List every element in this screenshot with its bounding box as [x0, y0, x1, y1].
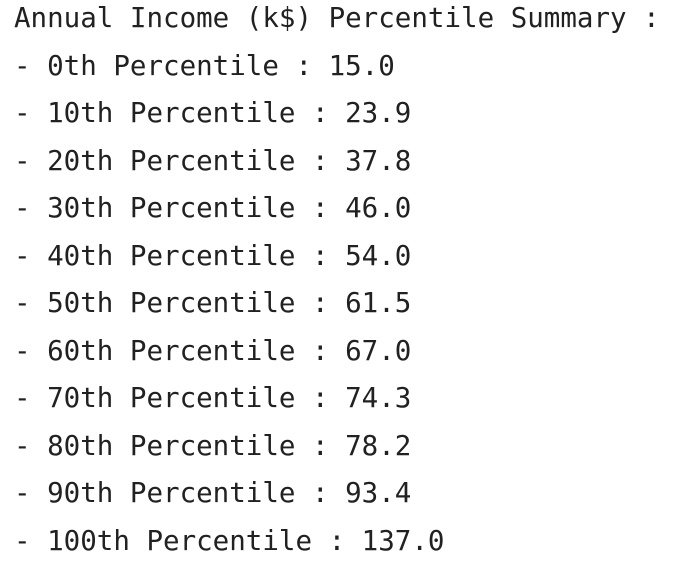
percentile-line: - 30th Percentile : 46.0 [14, 192, 412, 224]
percentile-line: - 90th Percentile : 93.4 [14, 477, 412, 509]
percentile-line: - 0th Percentile : 15.0 [14, 49, 395, 82]
percentile-line: - 50th Percentile : 61.5 [14, 287, 412, 319]
percentile-line: - 70th Percentile : 74.3 [14, 382, 412, 414]
percentile-line: - 10th Percentile : 23.9 [14, 97, 412, 129]
percentile-line: - 80th Percentile : 78.2 [14, 429, 412, 462]
percentile-line: - 60th Percentile : 67.0 [14, 334, 412, 367]
percentile-line: - 20th Percentile : 37.8 [14, 144, 412, 177]
summary-title: Annual Income (k$) Percentile Summary : [14, 2, 660, 34]
percentile-line: - 100th Percentile : 137.0 [14, 524, 445, 557]
percentile-line: - 40th Percentile : 54.0 [14, 239, 412, 272]
